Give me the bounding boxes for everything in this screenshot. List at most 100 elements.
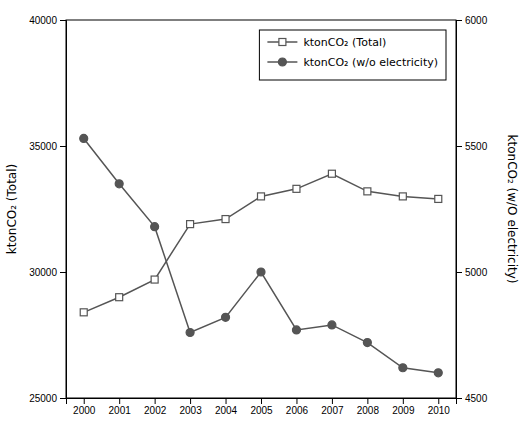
marker-group xyxy=(435,195,442,202)
point xyxy=(293,185,300,192)
tick: 2009 xyxy=(392,398,415,416)
tick: 35000 xyxy=(29,141,66,152)
chart: 2000 2001 2002 2003 2004 2005 2006 2007 2008 2009… xyxy=(0,0,522,438)
legend-item: ktonCO₂ (w/o electricity) xyxy=(267,56,438,69)
tick-mark xyxy=(155,398,156,404)
y-axis: 25000 30000 35000 40000 xyxy=(29,15,66,404)
series-line xyxy=(84,138,439,372)
marker-group xyxy=(258,193,265,200)
tick-label: 4500 xyxy=(465,393,488,404)
tick-mark xyxy=(456,272,462,273)
tick: 4500 xyxy=(456,393,488,404)
tick: 2007 xyxy=(321,398,344,416)
tick-label: 2000 xyxy=(73,405,96,416)
series-layer xyxy=(80,134,443,376)
point xyxy=(399,193,406,200)
tick-label: 40000 xyxy=(29,15,57,26)
tick: 5500 xyxy=(456,141,488,152)
tick-label: 2006 xyxy=(286,405,309,416)
tick: 2006 xyxy=(286,398,309,416)
tick: 2001 xyxy=(109,398,132,416)
tick-label: 2003 xyxy=(179,405,202,416)
marker-group xyxy=(115,180,123,188)
tick: 2000 xyxy=(73,398,96,416)
tick-mark xyxy=(190,398,191,404)
marker-group xyxy=(116,294,123,301)
marker-group xyxy=(399,364,407,372)
tick-label: 2009 xyxy=(392,405,415,416)
x-axis: 2000 2001 2002 2003 2004 2005 2006 2007 2008 2009… xyxy=(67,398,457,416)
marker-group xyxy=(328,170,335,177)
tick: 40000 xyxy=(29,15,66,26)
tick-mark xyxy=(456,398,462,399)
tick-label: 30000 xyxy=(29,267,57,278)
tick-mark xyxy=(456,20,462,21)
point xyxy=(222,216,229,223)
legend-box xyxy=(259,30,446,80)
marker-group xyxy=(80,309,87,316)
tick: 5000 xyxy=(456,267,488,278)
point xyxy=(434,369,442,377)
point xyxy=(328,170,335,177)
tick-mark xyxy=(367,398,368,404)
tick-label: 2005 xyxy=(250,405,273,416)
tick-label: 2010 xyxy=(428,405,451,416)
y-axis-title: ktonCO₂ (Total) xyxy=(5,164,19,254)
tick: 2010 xyxy=(428,398,451,416)
tick-mark xyxy=(60,20,66,21)
point xyxy=(115,180,123,188)
legend-swatch xyxy=(278,58,286,66)
tick-label: 2001 xyxy=(109,405,132,416)
point xyxy=(151,223,159,231)
y2-axis-title: ktonCO₂ (w/O electricity) xyxy=(505,135,519,284)
tick-mark xyxy=(403,398,404,404)
tick-mark xyxy=(332,398,333,404)
point xyxy=(435,195,442,202)
point xyxy=(257,268,265,276)
legend-marker xyxy=(279,39,286,46)
plot: 2000 2001 2002 2003 2004 2005 2006 2007 2008 2009… xyxy=(29,15,487,416)
marker-group xyxy=(151,223,159,231)
tick: 2002 xyxy=(144,398,167,416)
tick: 25000 xyxy=(29,393,66,404)
tick-mark xyxy=(60,146,66,147)
tick: 2003 xyxy=(179,398,202,416)
legend-item: ktonCO₂ (Total) xyxy=(267,36,386,49)
point xyxy=(292,326,300,334)
point xyxy=(364,188,371,195)
point xyxy=(363,339,371,347)
tick-mark xyxy=(60,398,66,399)
axis-line xyxy=(457,21,463,399)
tick-label: 35000 xyxy=(29,141,57,152)
marker-group xyxy=(222,313,230,321)
legend-marker xyxy=(278,58,286,66)
tick: 2004 xyxy=(215,398,238,416)
legend-label: ktonCO₂ (w/o electricity) xyxy=(303,56,438,69)
legend: ktonCO₂ (Total) ktonCO₂ (w/o electricity) xyxy=(259,30,446,80)
marker-group xyxy=(364,188,371,195)
marker-group xyxy=(363,339,371,347)
marker-group xyxy=(186,328,194,336)
plot-frame xyxy=(66,20,456,398)
tick: 2008 xyxy=(357,398,380,416)
axis-line xyxy=(67,399,457,405)
tick-label: 2002 xyxy=(144,405,167,416)
tick-mark xyxy=(438,398,439,404)
tick-label: 2008 xyxy=(357,405,380,416)
tick-label: 5000 xyxy=(465,267,488,278)
marker-group xyxy=(187,221,194,228)
tick-label: 5500 xyxy=(465,141,488,152)
marker-group xyxy=(257,268,265,276)
point xyxy=(222,313,230,321)
point xyxy=(186,328,194,336)
tick-label: 2007 xyxy=(321,405,344,416)
marker-group xyxy=(222,216,229,223)
tick: 6000 xyxy=(456,15,488,26)
point xyxy=(187,221,194,228)
legend-label: ktonCO₂ (Total) xyxy=(303,36,386,49)
tick-label: 2004 xyxy=(215,405,238,416)
tick: 30000 xyxy=(29,267,66,278)
point xyxy=(116,294,123,301)
marker-group xyxy=(399,193,406,200)
tick-mark xyxy=(296,398,297,404)
